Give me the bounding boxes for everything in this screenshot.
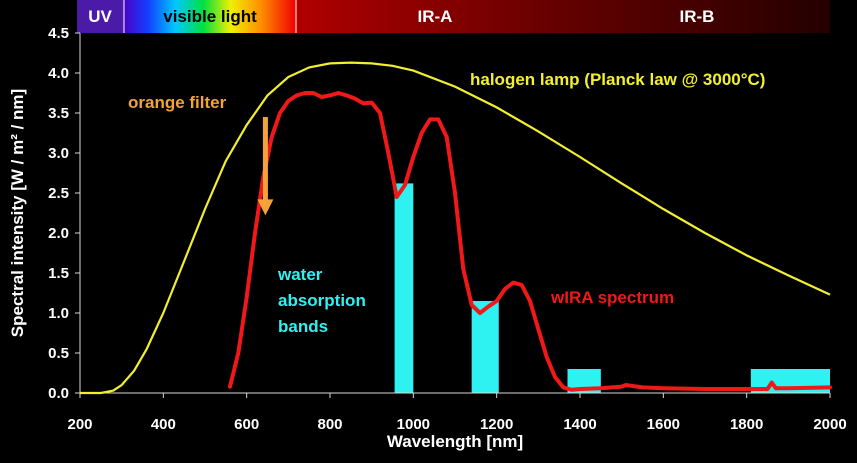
y-tick-label: 1.5 [48,265,69,282]
band-label-uv: UV [88,7,112,26]
water-band-rect [394,183,414,393]
band-visible-bar [124,0,296,33]
water-label-line: bands [278,317,328,336]
band-ir-bar [296,0,830,33]
water-label-line: absorption [278,291,366,310]
y-tick-label: 4.0 [48,65,69,82]
y-axis-title: Spectral intensity [W / m² / nm] [8,89,27,337]
x-axis-title: Wavelength [nm] [387,432,523,451]
wira-spectrum-label: wIRA spectrum [550,288,674,307]
series-line-halogen [80,61,831,395]
x-tick-label: 2000 [813,416,846,433]
x-tick-label: 400 [151,416,176,433]
water-band-rect [471,301,499,393]
y-tick-label: 2.5 [48,185,69,202]
band-label-visible: visible light [163,7,257,26]
band-label-ir-a: IR-A [418,7,453,26]
series-line-wira [228,91,832,392]
orange-filter-label: orange filter [128,93,227,112]
y-tick-label: 0.5 [48,345,69,362]
y-tick-label: 2.0 [48,225,69,242]
y-tick-label: 3.5 [48,105,69,122]
spectrum-band-strip: UV visible light IR-A IR-B [77,0,830,33]
x-tick-label: 600 [234,416,259,433]
y-tick-label: 3.0 [48,145,69,162]
x-tick-label: 1000 [397,416,430,433]
y-axis-ticks: 0.0 0.5 1.0 1.5 2.0 2.5 3.0 3.5 4.0 4.5 [48,25,80,402]
band-label-ir-b: IR-B [680,7,715,26]
y-tick-label: 0.0 [48,385,69,402]
x-axis-ticks: 200 400 600 800 1000 1200 1400 1600 1800 2000 [67,393,847,433]
halogen-lamp-label: halogen lamp (Planck law @ 3000°C) [470,70,765,89]
orange-filter-arrow [257,117,274,216]
orange-filter-arrow-head [257,199,274,216]
band-uv-bar [77,0,124,33]
x-tick-label: 800 [317,416,342,433]
x-tick-label: 1200 [480,416,513,433]
x-tick-label: 1800 [730,416,763,433]
y-tick-label: 1.0 [48,305,69,322]
x-tick-label: 1600 [647,416,680,433]
x-tick-label: 1400 [563,416,596,433]
water-label-line: water [277,265,323,284]
axes [79,33,830,394]
x-tick-label: 200 [67,416,92,433]
y-tick-label: 4.5 [48,25,69,42]
